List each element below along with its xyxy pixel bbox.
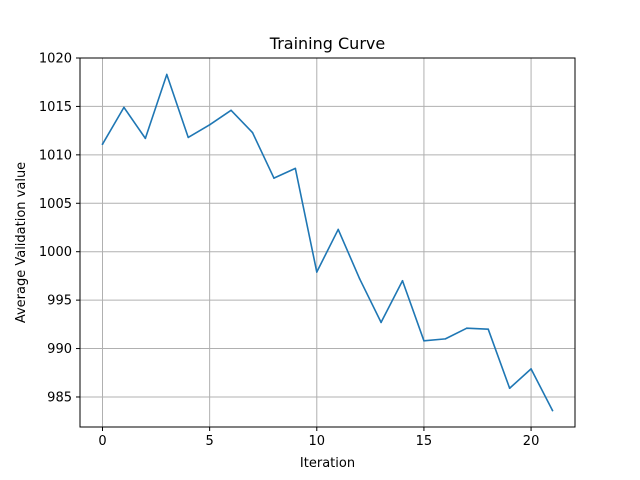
y-tick-label: 1010 xyxy=(39,148,72,163)
data-point xyxy=(401,279,404,282)
data-point xyxy=(230,109,232,112)
data-point xyxy=(273,177,275,179)
y-tick-label: 1015 xyxy=(39,100,72,115)
data-point xyxy=(123,106,125,109)
data-point xyxy=(144,137,147,140)
data-point xyxy=(165,73,168,76)
x-tick-label: 10 xyxy=(309,434,326,449)
series-line xyxy=(101,73,554,412)
data-point xyxy=(337,228,340,231)
data-point xyxy=(487,328,490,330)
data-point xyxy=(251,131,254,134)
x-tick-label: 5 xyxy=(206,434,214,449)
y-axis-label: Average Validation value xyxy=(14,162,29,323)
x-axis-label: Iteration xyxy=(300,456,355,471)
plot-frame xyxy=(79,57,576,428)
x-tick-label: 0 xyxy=(98,434,106,449)
data-point xyxy=(294,167,297,170)
data-point xyxy=(423,340,425,342)
y-tick-label: 1020 xyxy=(39,52,72,67)
data-point xyxy=(358,278,361,280)
x-tick-label: 15 xyxy=(416,434,433,449)
data-point xyxy=(187,136,190,139)
data-point xyxy=(315,271,318,273)
data-point xyxy=(444,338,447,340)
data-point xyxy=(380,321,382,324)
y-tick-label: 990 xyxy=(47,342,72,357)
y-tick-label: 995 xyxy=(47,294,72,309)
data-point xyxy=(551,409,554,412)
data-point xyxy=(465,327,468,330)
series-layer xyxy=(101,73,554,412)
data-point xyxy=(530,368,532,370)
data-point xyxy=(208,124,211,126)
chart-title: Training Curve xyxy=(269,34,385,53)
y-tick-label: 1005 xyxy=(39,197,72,212)
y-tick-label: 1000 xyxy=(39,245,72,260)
data-point xyxy=(508,387,511,390)
data-point xyxy=(101,143,104,145)
x-tick-label: 20 xyxy=(523,434,540,449)
y-tick-label: 985 xyxy=(47,390,72,405)
